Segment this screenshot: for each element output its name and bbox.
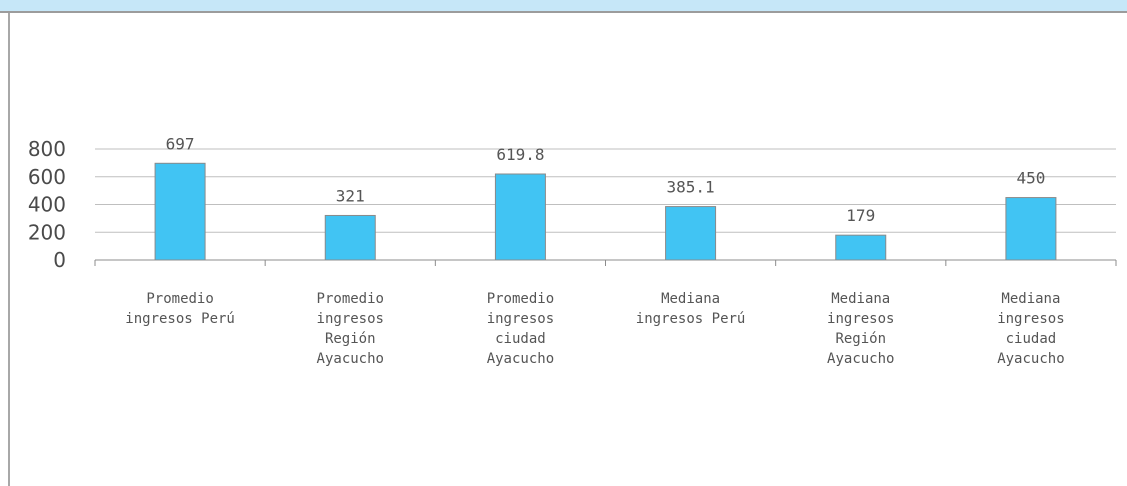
x-tick-label: Mediana ingresos ciudad Ayacucho (997, 291, 1064, 367)
bar (324, 214, 376, 261)
x-tick-label: Promedio ingresos ciudad Ayacucho (487, 291, 554, 367)
y-tick-label: 200 (28, 220, 66, 244)
y-tick-label: 800 (28, 137, 66, 161)
bar (154, 162, 206, 261)
data-label: 385.1 (666, 178, 714, 197)
x-tick-label: Mediana ingresos Región Ayacucho (827, 291, 894, 367)
bar (1005, 197, 1057, 261)
x-tick-label: Promedio ingresos Región Ayacucho (317, 291, 384, 367)
y-tick-label: 400 (28, 193, 66, 217)
x-tick-label: Mediana ingresos Perú (636, 291, 746, 327)
y-tick-label: 0 (53, 248, 66, 272)
data-label: 697 (166, 134, 195, 153)
x-tick-label: Promedio ingresos Perú (125, 291, 235, 327)
bar (494, 173, 546, 261)
data-label: 450 (1016, 169, 1045, 188)
data-label: 179 (846, 206, 875, 225)
y-tick-label: 600 (28, 165, 66, 189)
data-label: 321 (336, 186, 365, 205)
bar (665, 206, 717, 261)
data-label: 619.8 (496, 145, 544, 164)
left-border (8, 13, 10, 486)
bar (835, 234, 887, 261)
header-band (0, 0, 1127, 13)
